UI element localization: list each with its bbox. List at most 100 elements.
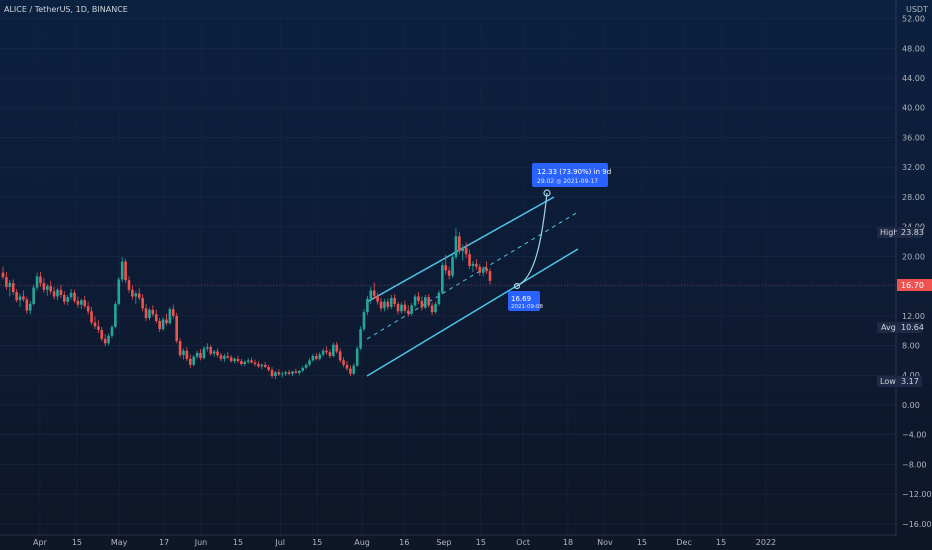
candle xyxy=(59,284,63,298)
candle-body xyxy=(461,247,465,252)
candle xyxy=(69,289,73,300)
candle xyxy=(280,371,284,378)
candle-body xyxy=(458,236,461,252)
candle xyxy=(253,359,257,367)
candle-body xyxy=(383,301,386,309)
avg-badge-label: Avg xyxy=(881,323,896,332)
y-axis-ticks[interactable]: 52.0048.0044.0040.0036.0032.0028.0024.00… xyxy=(902,15,932,529)
x-tick-label: Jul xyxy=(274,538,285,547)
candle-body xyxy=(315,355,318,359)
x-tick-label: Jun xyxy=(194,538,208,547)
candle-body xyxy=(434,303,437,313)
y-tick-label: 20.00 xyxy=(902,252,925,261)
candle-body xyxy=(349,368,352,374)
x-tick-label: Oct xyxy=(516,538,530,547)
candle xyxy=(359,326,362,350)
x-axis-ticks[interactable]: Apr 15 May 17 Jun 15 Jul 15 Aug 16 Sep 15 Oct 18 Nov 15… xyxy=(33,538,776,547)
channel-mid-line[interactable] xyxy=(366,211,579,340)
candle xyxy=(451,254,454,278)
candle-body xyxy=(393,297,396,304)
candle xyxy=(243,360,247,367)
candle xyxy=(349,365,352,376)
candle xyxy=(100,326,104,342)
candle-body xyxy=(471,263,475,267)
parallel-channel[interactable] xyxy=(366,189,579,377)
candle xyxy=(277,369,281,376)
candle xyxy=(369,286,373,304)
candle xyxy=(103,334,107,347)
y-tick-label: 32.00 xyxy=(902,163,925,172)
low-badge-value: 3.17 xyxy=(901,377,919,386)
current-price-badge: 16.70 xyxy=(897,279,932,291)
x-tick-label: 15 xyxy=(72,538,82,547)
candle xyxy=(458,231,461,255)
candle xyxy=(352,363,356,376)
candle-body xyxy=(372,290,376,296)
candle-body xyxy=(263,364,267,368)
y-tick-label: −16.00 xyxy=(902,520,932,529)
candle xyxy=(73,289,76,304)
projection-label[interactable]: 12.33 (73.90%) in 9d 29.02 ◎ 2021-09-17 xyxy=(532,163,611,187)
candle-body xyxy=(376,295,379,302)
candle xyxy=(301,366,304,373)
candle xyxy=(212,349,216,357)
low-badge: Low 3.17 xyxy=(877,376,922,387)
candle xyxy=(137,288,141,301)
candle xyxy=(168,306,172,325)
candle xyxy=(35,272,39,291)
projection-target-dot[interactable] xyxy=(543,189,551,197)
candle-body xyxy=(35,276,39,288)
candle xyxy=(393,294,396,307)
price-marker-label[interactable]: 16.69 2021-09-08 xyxy=(508,291,543,311)
candle xyxy=(430,302,434,316)
candle xyxy=(478,263,482,276)
projection-curve[interactable] xyxy=(516,192,548,287)
candle xyxy=(250,357,253,364)
candle-body xyxy=(304,364,308,368)
candle-body xyxy=(481,268,485,273)
candle xyxy=(219,352,223,362)
candle-body xyxy=(124,261,127,281)
candle xyxy=(45,283,49,296)
candle xyxy=(76,296,80,308)
candle-body xyxy=(171,309,175,316)
candle xyxy=(189,354,192,368)
candle xyxy=(63,291,66,305)
candle-body xyxy=(274,372,277,376)
candle xyxy=(386,298,390,310)
projection-start-dot[interactable] xyxy=(513,282,521,290)
candle-body xyxy=(161,319,165,330)
candle-body xyxy=(260,364,264,367)
candle xyxy=(308,358,311,367)
candle-body xyxy=(270,370,274,376)
channel-lower-line[interactable] xyxy=(366,248,579,377)
candle xyxy=(475,259,478,270)
candle-body xyxy=(280,373,284,375)
candle xyxy=(488,268,492,285)
candle-body xyxy=(229,357,233,362)
candle-body xyxy=(15,292,18,301)
candle-body xyxy=(355,348,359,366)
candle-body xyxy=(86,306,90,312)
candle-body xyxy=(192,356,196,365)
candle xyxy=(11,279,15,295)
candle xyxy=(90,306,93,325)
candle-body xyxy=(93,322,97,327)
candle xyxy=(270,367,274,379)
candle-body xyxy=(212,351,216,354)
candle xyxy=(52,286,56,300)
candle xyxy=(236,355,240,363)
candle xyxy=(49,280,52,295)
candle-body xyxy=(369,290,373,299)
candle xyxy=(15,289,18,303)
x-tick-label: Sep xyxy=(436,538,451,547)
candle xyxy=(304,363,308,370)
candle-body xyxy=(403,304,407,311)
candle-body xyxy=(216,351,219,356)
currency-label: USDT xyxy=(906,5,928,14)
candle-body xyxy=(175,315,178,342)
candle-body xyxy=(352,365,356,374)
candle-body xyxy=(277,372,281,375)
candle xyxy=(274,370,277,379)
